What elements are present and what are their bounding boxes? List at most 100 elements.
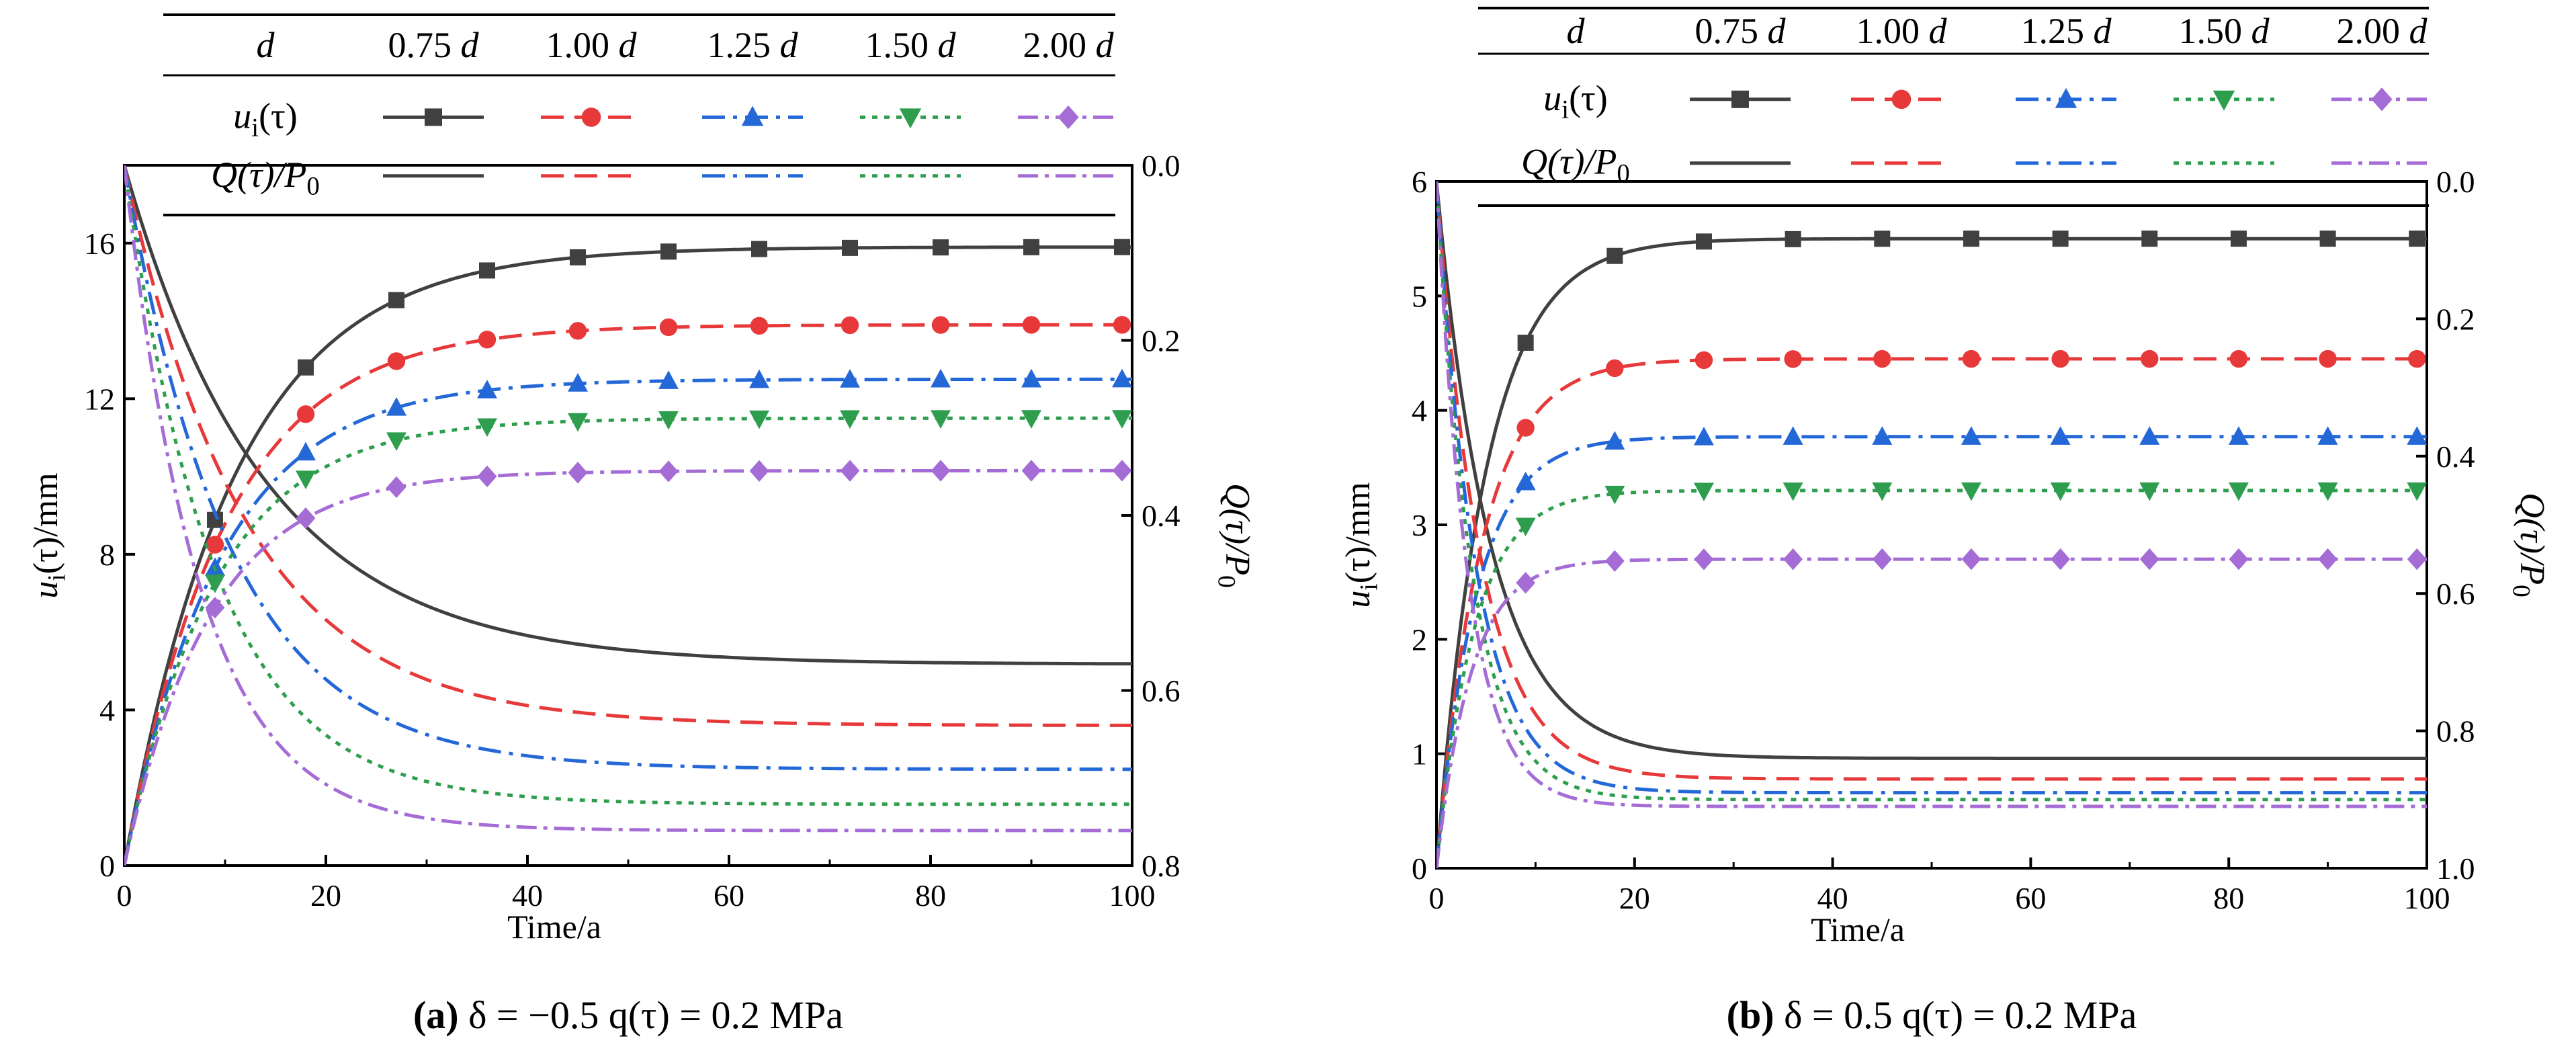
legend-row-u-label: ui(τ) xyxy=(233,95,297,142)
legend-header-cell: 0.75 d xyxy=(1695,11,1787,51)
label-part: Q(τ)/P xyxy=(211,155,306,195)
triangle-down-marker xyxy=(931,410,951,429)
u-curve xyxy=(124,468,1132,866)
y-left-tick-label: 5 xyxy=(1412,279,1427,313)
y-right-tick-label: 0.6 xyxy=(1142,674,1180,708)
triangle-down-marker xyxy=(1112,410,1132,429)
legend-header-part: 1.00 xyxy=(546,25,610,65)
circle-marker xyxy=(206,536,224,554)
x-tick-label: 60 xyxy=(714,878,744,913)
square-marker xyxy=(1874,230,1891,247)
x-tick-label: 20 xyxy=(310,878,341,913)
legend-row-u-label: ui(τ) xyxy=(1543,78,1607,124)
legend-header-part: 1.00 xyxy=(1856,11,1920,51)
y-left-tick-label: 2 xyxy=(1412,622,1427,657)
circle-marker xyxy=(1022,316,1041,334)
triangle-up-marker xyxy=(2407,426,2427,445)
x-tick-label: 0 xyxy=(1429,881,1445,915)
circle-marker xyxy=(931,316,950,334)
u-curve xyxy=(1436,237,2427,868)
y-left-axis-label: ui(τ)/mm xyxy=(1339,482,1383,607)
u-curve xyxy=(124,323,1132,866)
legend-header-part: d xyxy=(2400,11,2428,51)
triangle-up-marker xyxy=(2228,426,2249,445)
diamond-marker xyxy=(296,507,316,530)
circle-marker xyxy=(1694,351,1713,370)
caption-text: δ = 0.5 q(τ) = 0.2 MPa xyxy=(1784,993,2137,1037)
triangle-down-marker xyxy=(1604,485,1625,505)
legend-header-cell: 2.00 d xyxy=(2337,11,2428,51)
triangle-down-marker xyxy=(899,108,922,129)
diamond-marker xyxy=(2229,548,2249,571)
diamond-marker xyxy=(1058,105,1079,129)
diamond-marker xyxy=(1783,548,1803,571)
y-right-tick-label: 0.8 xyxy=(2436,714,2475,749)
label-part: i xyxy=(1355,583,1383,590)
legend-header-part: d xyxy=(1920,11,1948,51)
diamond-marker xyxy=(2407,548,2427,571)
q-curve xyxy=(124,165,1132,806)
series-150d xyxy=(1436,181,2427,868)
legend-header-part: d xyxy=(452,25,480,65)
square-marker xyxy=(933,239,949,256)
legend-header-cell: 1.50 d xyxy=(865,25,957,65)
label-part: (τ) xyxy=(1569,78,1608,118)
y-right-tick-label: 0.0 xyxy=(2436,165,2475,199)
square-marker xyxy=(751,241,767,257)
triangle-up-marker xyxy=(2050,426,2071,445)
diamond-marker xyxy=(2139,548,2159,571)
y-right-tick-label: 0.4 xyxy=(1142,499,1180,533)
triangle-up-marker xyxy=(2317,426,2338,445)
triangle-up-marker xyxy=(296,442,316,461)
square-marker xyxy=(2230,230,2247,247)
panel-caption: (a) δ = −0.5 q(τ) = 0.2 MPa xyxy=(413,993,843,1037)
diamond-marker xyxy=(2318,548,2337,571)
triangle-down-marker xyxy=(1961,482,1981,501)
u-curve xyxy=(1436,489,2427,868)
u-curve xyxy=(1436,435,2427,868)
square-marker xyxy=(1731,90,1749,108)
square-marker xyxy=(570,249,586,265)
x-tick-label: 80 xyxy=(915,878,946,913)
x-tick-label: 100 xyxy=(2404,881,2450,915)
y-left-tick-label: 3 xyxy=(1412,508,1427,542)
circle-marker xyxy=(2229,349,2248,368)
circle-marker xyxy=(750,317,769,335)
triangle-up-marker xyxy=(741,106,764,126)
circle-marker xyxy=(659,318,678,337)
q-curve xyxy=(124,165,1132,727)
diamond-marker xyxy=(840,460,860,482)
circle-marker xyxy=(478,331,497,349)
triangle-down-marker xyxy=(749,410,769,429)
circle-marker xyxy=(387,352,406,370)
legend-header-part: d xyxy=(1086,25,1115,65)
y-right-axis-label: Q(τ)/P0 xyxy=(1213,483,1256,588)
triangle-down-marker xyxy=(2050,482,2071,501)
legend-header-cell: 1.00 d xyxy=(1856,11,1948,51)
diamond-marker xyxy=(658,460,679,482)
label-part: (τ) xyxy=(259,95,298,136)
triangle-down-marker xyxy=(2139,482,2160,501)
legend-header-part: d xyxy=(1567,11,1586,51)
legend-header-part: d xyxy=(2242,11,2270,51)
label-part: i xyxy=(251,113,259,142)
label-part: u xyxy=(1339,591,1377,608)
triangle-down-marker xyxy=(386,432,406,452)
y-right-tick-label: 0.0 xyxy=(1142,149,1180,183)
label-part: (τ)/mm xyxy=(1339,482,1377,583)
label-part: i xyxy=(43,574,71,581)
label-part: u xyxy=(233,95,251,136)
diamond-marker xyxy=(2371,87,2393,112)
y-left-tick-label: 8 xyxy=(99,538,115,572)
triangle-down-marker xyxy=(1515,517,1536,537)
triangle-down-marker xyxy=(1783,482,1803,501)
y-right-tick-label: 0.6 xyxy=(2436,577,2475,611)
y-left-tick-label: 0 xyxy=(99,849,115,883)
square-marker xyxy=(2319,230,2336,247)
triangle-up-marker xyxy=(1783,426,1803,445)
label-part: Q(τ)/P xyxy=(1218,483,1256,575)
triangle-up-marker xyxy=(1872,426,1893,445)
square-marker xyxy=(2409,230,2425,247)
label-part: u xyxy=(27,581,65,599)
legend-row-q-label: Q(τ)/P0 xyxy=(1521,142,1630,188)
